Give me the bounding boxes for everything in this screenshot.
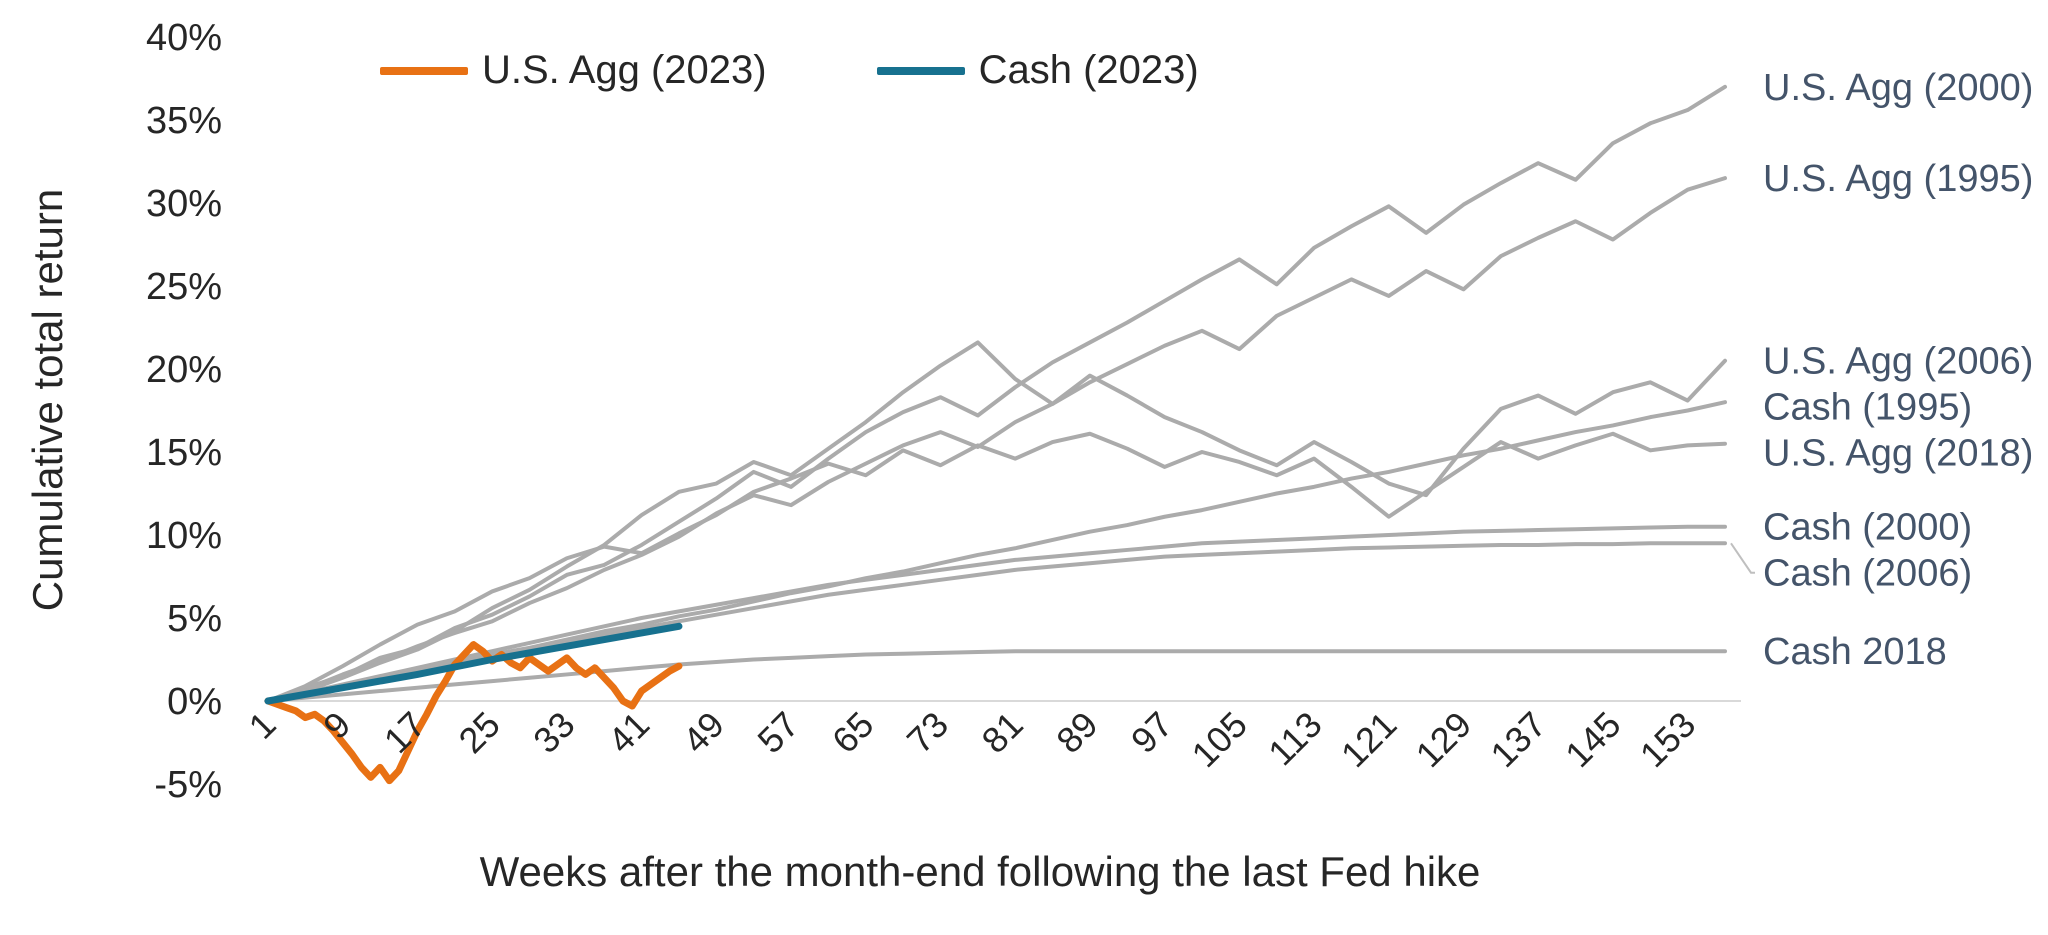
y-tick-label: 10% (146, 515, 222, 557)
y-tick-label: 25% (146, 266, 222, 308)
chart-legend: U.S. Agg (2023) Cash (2023) (380, 48, 1199, 93)
legend-label-us-agg-2023: U.S. Agg (2023) (482, 48, 767, 92)
x-tick-label: 49 (675, 704, 732, 761)
x-tick-label: 129 (1408, 704, 1479, 775)
y-tick-label: 0% (167, 681, 222, 723)
series-line-u-s-agg-2000 (266, 84, 1727, 703)
x-tick-label: 33 (525, 704, 582, 761)
x-tick-label: 41 (600, 704, 657, 761)
y-tick-label: 35% (146, 100, 222, 142)
series-label-cash-2018: Cash 2018 (1763, 631, 1947, 673)
legend-swatch-us-agg-2023 (380, 66, 468, 75)
x-tick-label: 97 (1123, 704, 1180, 761)
legend-item-cash-2023: Cash (2023) (876, 48, 1199, 93)
x-tick-label: 81 (974, 704, 1031, 761)
series-label-cash-2006: Cash (2006) (1763, 553, 1972, 595)
x-tick-label: 65 (824, 704, 881, 761)
y-tick-label: 15% (146, 432, 222, 474)
x-tick-label: 73 (899, 704, 956, 761)
x-axis-title: Weeks after the month-end following the … (479, 848, 1481, 895)
legend-item-us-agg-2023: U.S. Agg (2023) (380, 48, 767, 93)
legend-label-cash-2023: Cash (2023) (978, 48, 1199, 92)
x-tick-label: 153 (1632, 704, 1703, 775)
y-tick-label: 20% (146, 349, 222, 391)
x-tick-label: 145 (1557, 704, 1628, 775)
series-line-cash-2000 (266, 524, 1727, 703)
series-label-u-s-agg-1995: U.S. Agg (1995) (1763, 158, 2033, 200)
x-tick-label: 9 (315, 704, 358, 747)
y-tick-label: 30% (146, 183, 222, 225)
x-tick-label: 105 (1184, 704, 1255, 775)
series-label-u-s-agg-2006: U.S. Agg (2006) (1763, 341, 2033, 383)
x-tick-label: 137 (1482, 704, 1553, 775)
x-tick-label: 89 (1048, 704, 1105, 761)
y-tick-label: 40% (146, 17, 222, 59)
x-tick-label: 113 (1260, 704, 1330, 774)
series-label-cash-1995: Cash (1995) (1763, 387, 1972, 429)
series-line-u-s-agg-2018 (266, 431, 1727, 703)
series-line-cash-2018 (266, 649, 1727, 703)
x-tick-label: 1 (241, 704, 284, 747)
series-line-u-s-agg-2006 (266, 340, 1727, 703)
series-label-u-s-agg-2018: U.S. Agg (2018) (1763, 433, 2033, 475)
series-line-u-s-agg-1995 (266, 176, 1727, 703)
y-axis-title: Cumulative total return (24, 188, 71, 612)
x-tick-label: 57 (749, 704, 806, 761)
y-tick-label: 5% (167, 598, 222, 640)
x-tick-label: 25 (451, 704, 508, 761)
x-tick-label: 121 (1333, 704, 1404, 775)
legend-swatch-cash-2023 (876, 66, 965, 75)
label-leader-cash-2006 (1730, 542, 1755, 574)
series-label-u-s-agg-2000: U.S. Agg (2000) (1763, 67, 2033, 109)
series-line-cash-2023 (264, 622, 683, 705)
y-tick-label: -5% (154, 764, 222, 806)
series-line-u-s-agg-2023 (264, 641, 683, 785)
series-label-cash-2000: Cash (2000) (1763, 507, 1972, 549)
